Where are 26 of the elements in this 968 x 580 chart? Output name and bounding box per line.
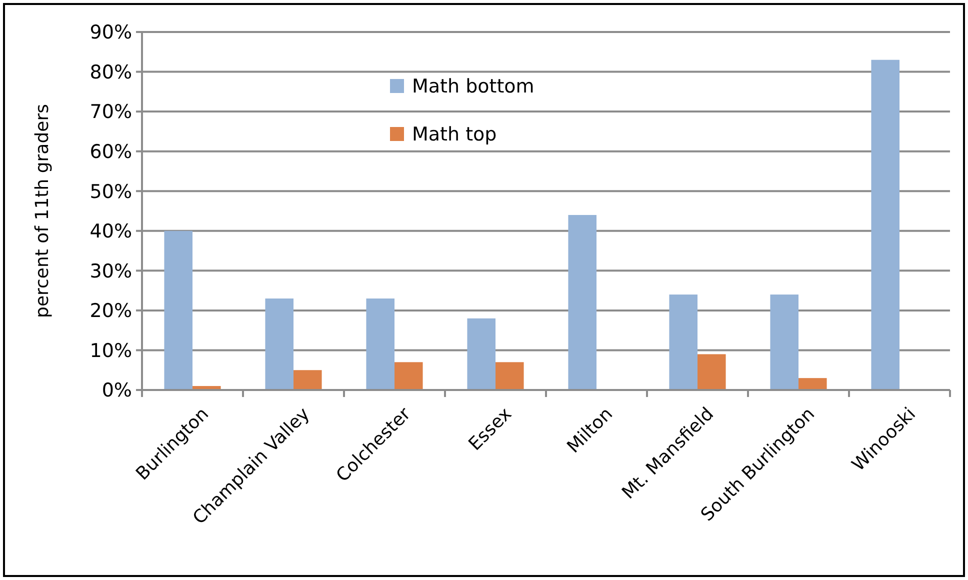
y-axis-title: percent of 11th graders bbox=[32, 104, 53, 318]
y-tick-label: 40% bbox=[90, 220, 132, 243]
y-tick-label: 30% bbox=[90, 260, 132, 282]
bar bbox=[798, 378, 827, 390]
y-tick-label: 50% bbox=[90, 180, 132, 203]
bar bbox=[871, 60, 900, 390]
bar bbox=[698, 354, 726, 390]
bar bbox=[669, 294, 698, 390]
bar bbox=[496, 362, 524, 390]
y-tick-label: 20% bbox=[90, 300, 132, 322]
bar bbox=[294, 370, 322, 390]
bar bbox=[366, 298, 394, 390]
bar bbox=[164, 230, 192, 390]
legend-label: Math top bbox=[412, 124, 497, 146]
bar bbox=[770, 294, 798, 390]
bar bbox=[568, 214, 596, 390]
y-tick-label: 70% bbox=[90, 101, 132, 124]
bar bbox=[265, 298, 294, 390]
y-tick-label: 80% bbox=[90, 61, 132, 84]
y-tick-label: 60% bbox=[90, 140, 132, 163]
legend-label: Math bottom bbox=[412, 76, 534, 98]
y-tick-label: 0% bbox=[102, 380, 132, 402]
bar bbox=[394, 362, 423, 390]
bar bbox=[467, 318, 496, 390]
y-tick-label: 90% bbox=[90, 22, 132, 44]
y-tick-label: 10% bbox=[90, 340, 132, 362]
